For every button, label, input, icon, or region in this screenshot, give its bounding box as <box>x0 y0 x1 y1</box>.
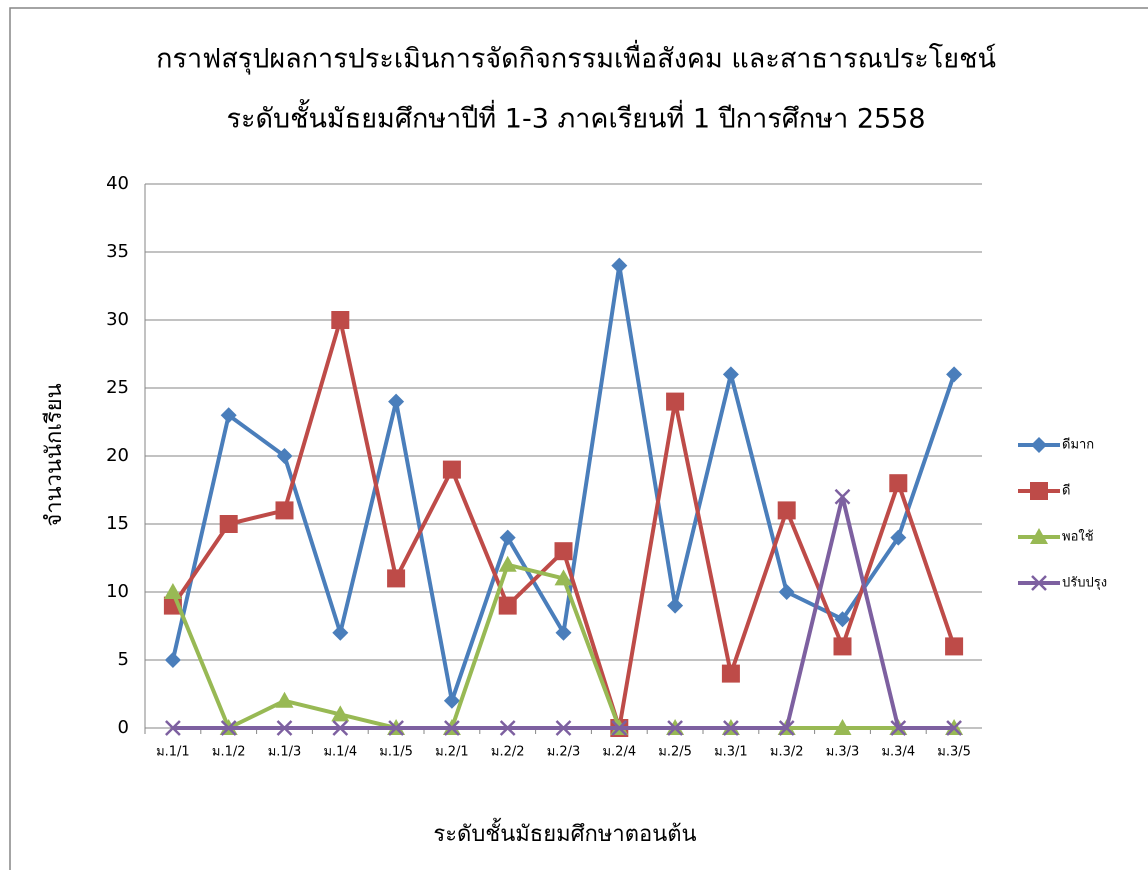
y-tick-label: 0 <box>118 717 129 738</box>
marker <box>275 501 294 520</box>
marker <box>721 664 740 683</box>
x-tick-label: ม.1/5 <box>379 745 413 760</box>
marker <box>555 624 572 641</box>
marker <box>666 392 685 411</box>
marker <box>890 720 907 736</box>
x-tick-label: ม.1/3 <box>268 745 302 760</box>
marker <box>554 569 573 586</box>
y-tick-label: 35 <box>106 241 129 262</box>
marker <box>388 720 404 736</box>
y-tick-label: 15 <box>106 513 129 534</box>
legend-label: ดี <box>1062 483 1070 499</box>
marker <box>833 637 852 656</box>
marker <box>331 311 350 329</box>
x-axis-label: ระดับชั้นมัธยมศึกษาตอนต้น <box>433 818 696 847</box>
y-tick-label: 25 <box>106 377 129 398</box>
marker <box>275 691 294 708</box>
marker <box>498 596 517 615</box>
marker <box>332 624 349 641</box>
legend-label: ปรับปรุง <box>1062 576 1107 591</box>
marker <box>667 720 683 736</box>
x-tick-label: ม.3/3 <box>826 745 860 760</box>
x-tick-label: ม.2/4 <box>602 745 636 760</box>
marker <box>778 584 795 600</box>
marker <box>945 637 964 656</box>
marker <box>499 720 516 736</box>
marker <box>443 692 460 709</box>
x-tick-label: ม.2/2 <box>491 745 525 760</box>
x-tick-label: ม.1/4 <box>323 745 357 760</box>
marker <box>165 720 181 736</box>
legend-label: ดีมาก <box>1062 437 1094 453</box>
marker <box>219 515 238 533</box>
marker <box>778 720 795 736</box>
y-tick-label: 5 <box>118 649 129 670</box>
x-tick-label: ม.2/3 <box>547 745 581 760</box>
marker <box>834 488 851 505</box>
marker <box>611 257 628 274</box>
marker <box>723 720 739 736</box>
marker <box>722 366 739 383</box>
x-tick-label: ม.2/1 <box>435 745 469 760</box>
marker <box>667 597 684 614</box>
y-tick-label: 40 <box>106 173 129 194</box>
marker <box>946 366 963 383</box>
marker <box>332 720 349 736</box>
marker <box>611 720 628 736</box>
marker <box>388 393 405 410</box>
marker <box>554 542 573 561</box>
chart-frame <box>9 7 1148 870</box>
x-tick-label: ม.1/2 <box>212 745 246 760</box>
marker <box>220 407 237 424</box>
marker <box>834 611 851 628</box>
y-axis-label: จำนวนนักเรียน <box>42 383 67 526</box>
legend-label: พอใช้ <box>1062 529 1094 545</box>
marker <box>889 474 908 493</box>
marker <box>442 460 461 479</box>
x-tick-label: ม.1/1 <box>156 745 190 760</box>
x-tick-label: ม.3/1 <box>714 745 748 760</box>
y-tick-label: 10 <box>106 581 129 602</box>
marker <box>164 652 181 668</box>
marker <box>890 529 907 546</box>
marker <box>498 555 517 572</box>
marker <box>499 529 516 546</box>
marker <box>946 720 962 736</box>
marker <box>833 719 852 735</box>
x-tick-label: ม.2/5 <box>658 745 692 760</box>
marker <box>220 720 237 736</box>
marker <box>777 501 796 520</box>
x-tick-label: ม.3/5 <box>937 745 971 760</box>
chart-title: กราฟสรุปผลการประเมินการจัดกิจกรรมเพื่อสั… <box>156 40 996 76</box>
legend-marker <box>1031 575 1047 591</box>
y-tick-label: 30 <box>106 309 129 330</box>
marker <box>387 569 406 588</box>
marker <box>331 705 350 722</box>
y-tick-label: 20 <box>106 445 129 466</box>
legend-marker <box>1030 482 1048 500</box>
x-tick-label: ม.3/2 <box>770 745 804 760</box>
marker <box>276 448 293 464</box>
legend-marker <box>1031 437 1047 453</box>
marker <box>444 720 460 736</box>
x-tick-label: ม.3/4 <box>881 745 915 760</box>
marker <box>555 720 572 736</box>
marker <box>276 720 293 736</box>
legend-marker <box>1030 528 1048 544</box>
marker <box>163 583 182 599</box>
chart-subtitle: ระดับชั้นมัธยมศึกษาปีที่ 1-3 ภาคเรียนที่… <box>226 99 925 135</box>
